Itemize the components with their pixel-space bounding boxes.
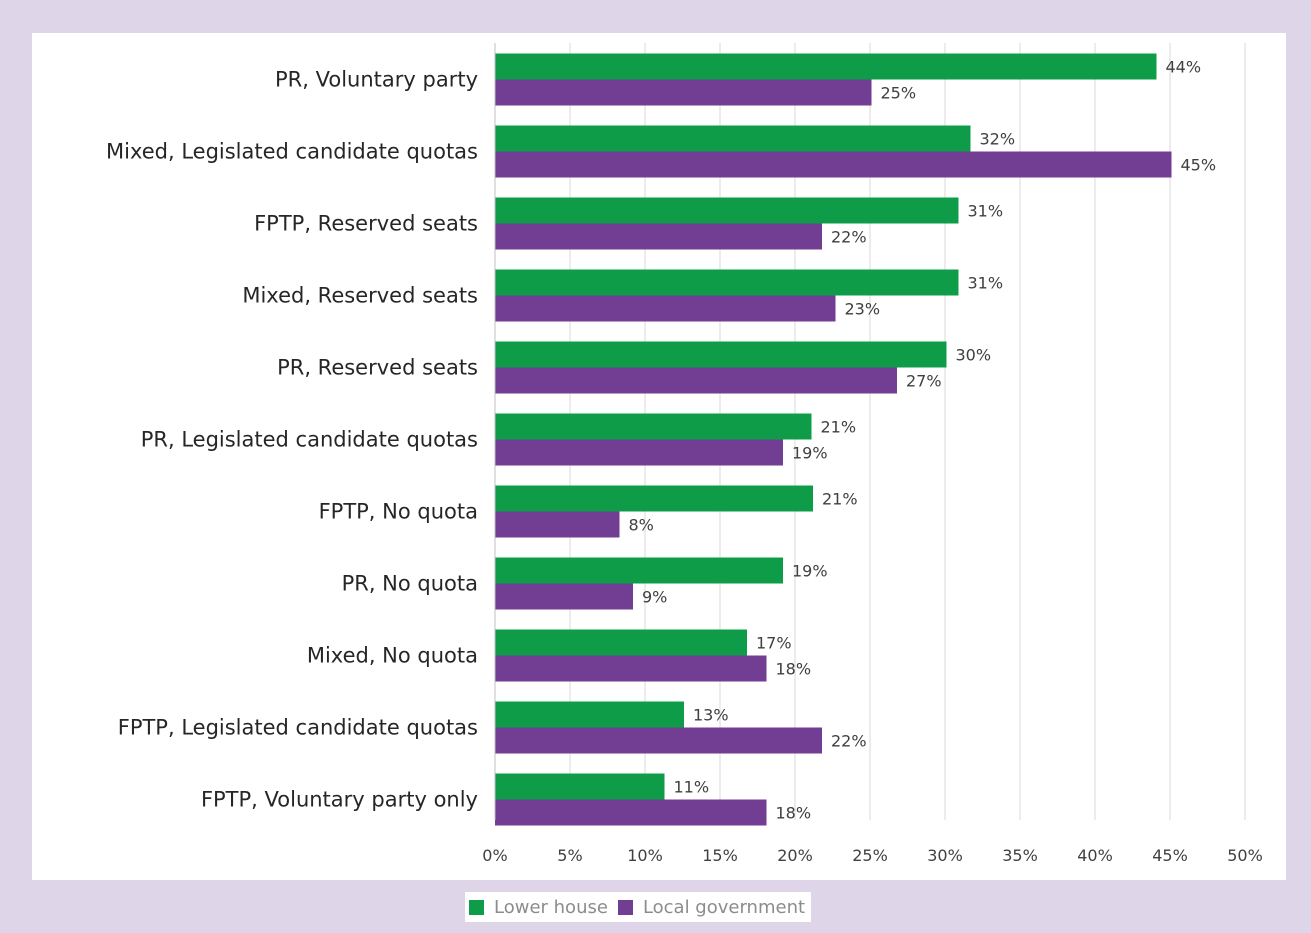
legend: Lower house Local government — [465, 892, 812, 922]
bar-local-government — [495, 367, 897, 394]
category-label: FPTP, Voluntary party only — [201, 788, 478, 812]
bar-local-government — [495, 151, 1172, 178]
x-tick-label: 20% — [777, 846, 813, 865]
bar-lower-house — [495, 269, 959, 296]
category-label: Mixed, No quota — [307, 644, 478, 668]
bar-lower-house — [495, 701, 684, 728]
bar-lower-house — [495, 773, 665, 800]
bar-local-government — [495, 727, 822, 754]
category-label: Mixed, Legislated candidate quotas — [106, 140, 478, 164]
data-label-local-government: 25% — [881, 84, 917, 103]
bar-local-government — [495, 295, 836, 322]
bar-lower-house — [495, 197, 959, 224]
bar-local-government — [495, 439, 783, 466]
bar-lower-house — [495, 53, 1157, 80]
data-label-lower-house: 17% — [756, 634, 792, 653]
x-tick-label: 35% — [1002, 846, 1038, 865]
legend-label-local-government: Local government — [642, 896, 806, 918]
bar-local-government — [495, 583, 633, 610]
bar-lower-house — [495, 341, 947, 368]
x-tick-label: 30% — [927, 846, 963, 865]
x-tick-label: 15% — [702, 846, 738, 865]
category-label: FPTP, No quota — [319, 500, 478, 524]
x-tick-label: 0% — [482, 846, 507, 865]
category-label: PR, Voluntary party — [275, 68, 478, 92]
x-tick-label: 25% — [852, 846, 888, 865]
bar-local-government — [495, 79, 872, 106]
data-label-local-government: 9% — [642, 588, 667, 607]
bar-lower-house — [495, 629, 747, 656]
bar-lower-house — [495, 485, 813, 512]
data-label-local-government: 23% — [845, 300, 881, 319]
category-label: PR, No quota — [342, 572, 478, 596]
category-label: PR, Reserved seats — [277, 356, 478, 380]
data-label-local-government: 27% — [906, 372, 942, 391]
x-tick-label: 10% — [627, 846, 663, 865]
data-label-lower-house: 21% — [821, 418, 857, 437]
data-label-local-government: 8% — [629, 516, 654, 535]
data-label-lower-house: 31% — [968, 202, 1004, 221]
category-label: Mixed, Reserved seats — [242, 284, 478, 308]
legend-item-lower-house: Lower house — [469, 897, 608, 918]
category-label: FPTP, Reserved seats — [254, 212, 478, 236]
data-label-lower-house: 19% — [792, 562, 828, 581]
bar-local-government — [495, 655, 767, 682]
data-label-local-government: 18% — [776, 660, 812, 679]
data-label-lower-house: 44% — [1166, 58, 1202, 77]
bar-lower-house — [495, 413, 812, 440]
category-label: FPTP, Legislated candidate quotas — [118, 716, 478, 740]
legend-swatch-local-government — [617, 899, 633, 915]
bar-local-government — [495, 799, 767, 826]
category-label: PR, Legislated candidate quotas — [141, 428, 478, 452]
data-label-local-government: 19% — [792, 444, 828, 463]
data-label-lower-house: 30% — [956, 346, 992, 365]
bar-chart: 44% 25% 32% 45% 31% 22% 31% 23% 30% 27% 21% 19% 21% 8… — [106, 43, 1263, 865]
data-label-local-government: 45% — [1181, 156, 1217, 175]
data-label-lower-house: 21% — [822, 490, 858, 509]
bar-local-government — [495, 511, 620, 538]
x-tick-label: 50% — [1227, 846, 1263, 865]
x-tick-label: 40% — [1077, 846, 1113, 865]
legend-label-lower-house: Lower house — [494, 896, 608, 918]
data-label-local-government: 22% — [831, 228, 867, 247]
bar-local-government — [495, 223, 822, 250]
legend-item-local-government: Local government — [617, 896, 806, 918]
x-tick-label: 5% — [557, 846, 582, 865]
data-label-local-government: 18% — [776, 804, 812, 823]
data-label-lower-house: 32% — [980, 130, 1016, 149]
data-label-lower-house: 31% — [968, 274, 1004, 293]
data-label-lower-house: 11% — [674, 778, 710, 797]
data-label-lower-house: 13% — [693, 706, 729, 725]
bar-lower-house — [495, 125, 971, 152]
legend-swatch-lower-house — [469, 899, 484, 915]
data-label-local-government: 22% — [831, 732, 867, 751]
chart-panel: 44% 25% 32% 45% 31% 22% 31% 23% 30% 27% 21% 19% 21% 8… — [32, 33, 1286, 880]
x-tick-label: 45% — [1152, 846, 1188, 865]
bar-lower-house — [495, 557, 783, 584]
